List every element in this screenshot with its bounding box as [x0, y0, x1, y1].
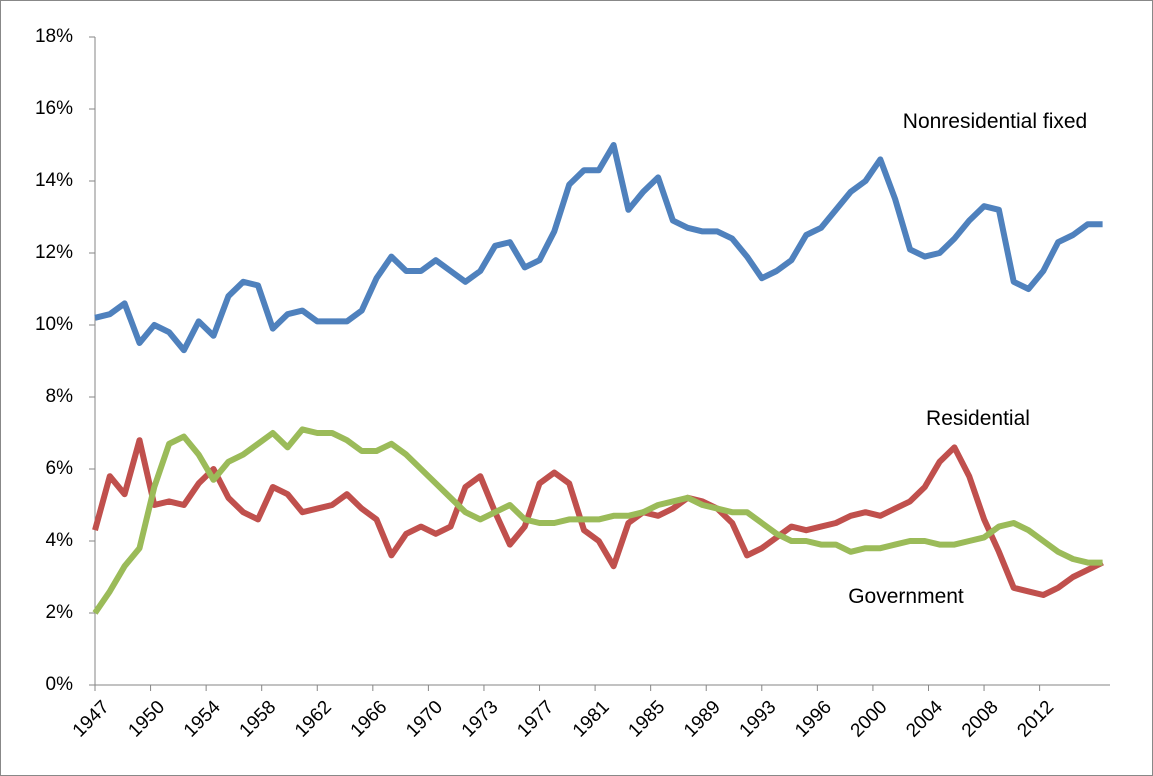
y-tick-label: 18% [35, 26, 73, 47]
y-tick-label: 4% [46, 530, 74, 551]
series-line [92, 437, 1104, 598]
series-label: Nonresidential fixed [903, 110, 1087, 133]
y-tick-label: 16% [35, 98, 73, 119]
y-tick-label: 0% [46, 674, 74, 695]
series-label: Residential [926, 407, 1030, 430]
y-tick-label: 14% [35, 170, 73, 191]
y-tick-label: 6% [46, 458, 74, 479]
series-line [92, 426, 1103, 615]
y-tick-label: 2% [46, 602, 74, 623]
series-line [94, 142, 1103, 354]
y-tick-label: 10% [35, 314, 73, 335]
series-label: Government [848, 585, 964, 608]
y-tick-label: 12% [35, 242, 73, 263]
y-tick-label: 8% [46, 386, 74, 407]
